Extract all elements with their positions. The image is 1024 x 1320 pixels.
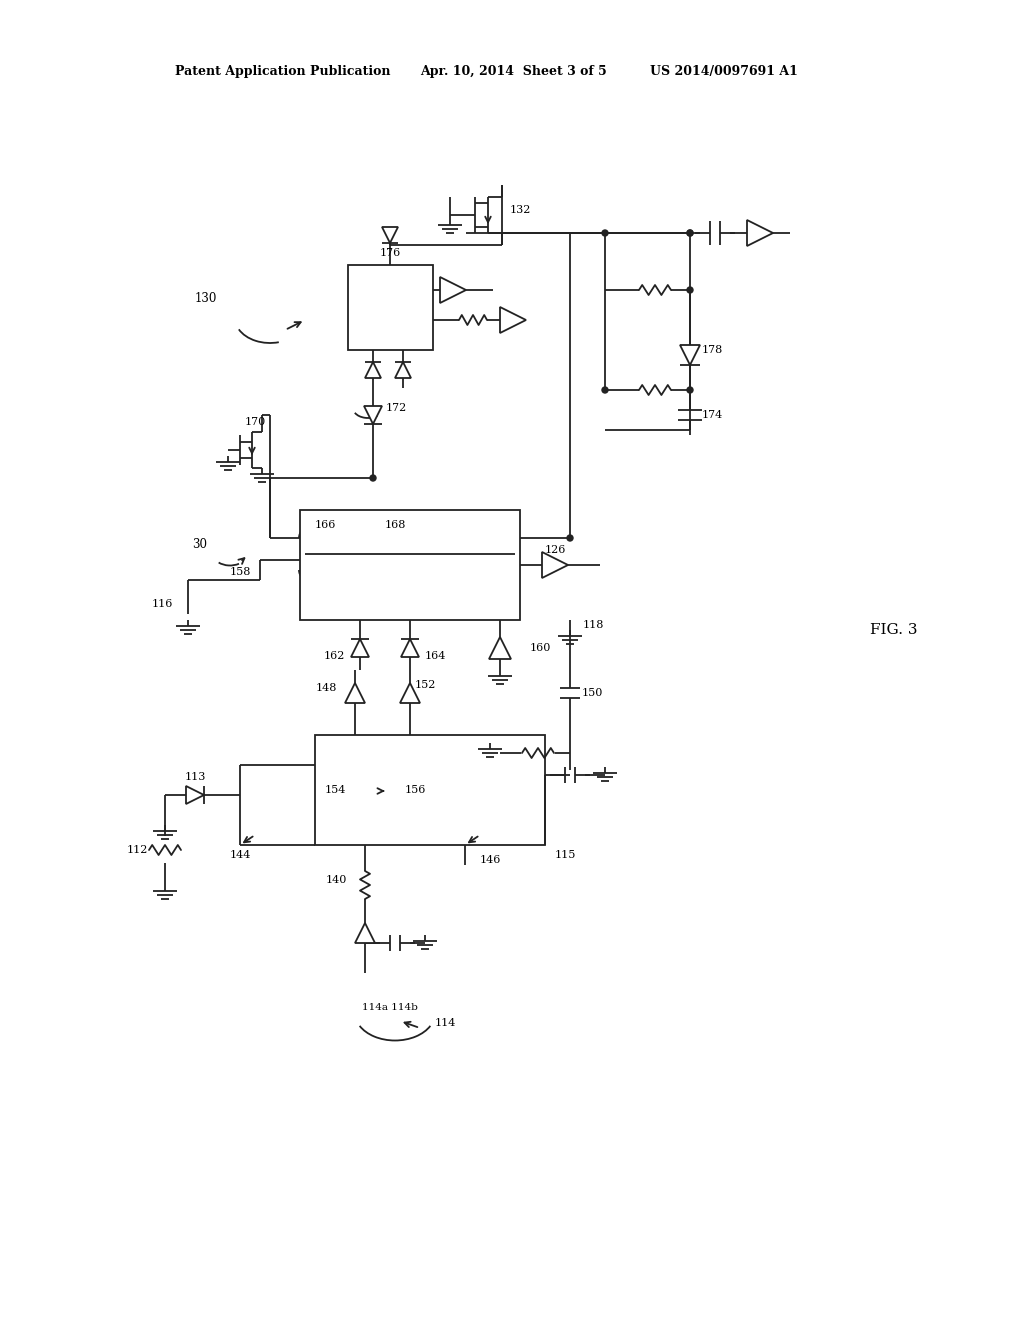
- Polygon shape: [489, 638, 511, 659]
- Text: 152: 152: [415, 680, 436, 690]
- Polygon shape: [500, 308, 526, 333]
- Text: 144: 144: [229, 850, 251, 861]
- Text: 112: 112: [127, 845, 148, 855]
- Circle shape: [687, 230, 693, 236]
- Polygon shape: [395, 362, 411, 378]
- Polygon shape: [364, 407, 382, 424]
- Text: 118: 118: [583, 620, 604, 630]
- Polygon shape: [746, 220, 773, 246]
- Text: 150: 150: [582, 688, 603, 698]
- Text: 132: 132: [510, 205, 531, 215]
- Text: 114: 114: [435, 1018, 457, 1028]
- Bar: [348, 265, 433, 350]
- Circle shape: [687, 286, 693, 293]
- Bar: [300, 510, 520, 620]
- Circle shape: [602, 387, 608, 393]
- Text: 113: 113: [184, 772, 206, 781]
- Text: 116: 116: [152, 599, 173, 609]
- Polygon shape: [440, 277, 466, 304]
- Text: 170: 170: [245, 417, 266, 426]
- Polygon shape: [400, 682, 420, 704]
- Text: 130: 130: [195, 292, 217, 305]
- Text: 114a 114b: 114a 114b: [362, 1003, 418, 1012]
- Text: 160: 160: [530, 643, 551, 653]
- Polygon shape: [401, 639, 419, 657]
- Bar: [315, 735, 545, 845]
- Text: 168: 168: [384, 520, 406, 531]
- Text: 126: 126: [545, 545, 565, 554]
- Text: 140: 140: [326, 875, 347, 884]
- Polygon shape: [351, 639, 369, 657]
- Text: 115: 115: [555, 850, 577, 861]
- Text: Apr. 10, 2014  Sheet 3 of 5: Apr. 10, 2014 Sheet 3 of 5: [420, 66, 607, 78]
- Polygon shape: [680, 345, 700, 366]
- Text: 30: 30: [193, 539, 207, 552]
- Circle shape: [687, 230, 693, 236]
- Text: 174: 174: [702, 411, 723, 420]
- Polygon shape: [365, 362, 381, 378]
- Text: 178: 178: [702, 345, 723, 355]
- Text: FIG. 3: FIG. 3: [870, 623, 918, 638]
- Circle shape: [567, 535, 573, 541]
- Polygon shape: [186, 785, 204, 804]
- Text: 164: 164: [425, 651, 446, 661]
- Circle shape: [370, 475, 376, 480]
- Polygon shape: [355, 923, 375, 942]
- Text: 146: 146: [480, 855, 502, 865]
- Text: 176: 176: [380, 248, 401, 257]
- Polygon shape: [382, 227, 398, 243]
- Text: 148: 148: [315, 682, 337, 693]
- Text: Patent Application Publication: Patent Application Publication: [175, 66, 390, 78]
- Text: 166: 166: [314, 520, 336, 531]
- Polygon shape: [345, 682, 365, 704]
- Polygon shape: [542, 552, 568, 578]
- Text: 154: 154: [325, 785, 346, 795]
- Text: US 2014/0097691 A1: US 2014/0097691 A1: [650, 66, 798, 78]
- Text: 156: 156: [404, 785, 426, 795]
- Text: 162: 162: [324, 651, 345, 661]
- Text: 158: 158: [229, 568, 251, 577]
- Circle shape: [687, 387, 693, 393]
- Circle shape: [602, 230, 608, 236]
- Text: 172: 172: [386, 403, 408, 413]
